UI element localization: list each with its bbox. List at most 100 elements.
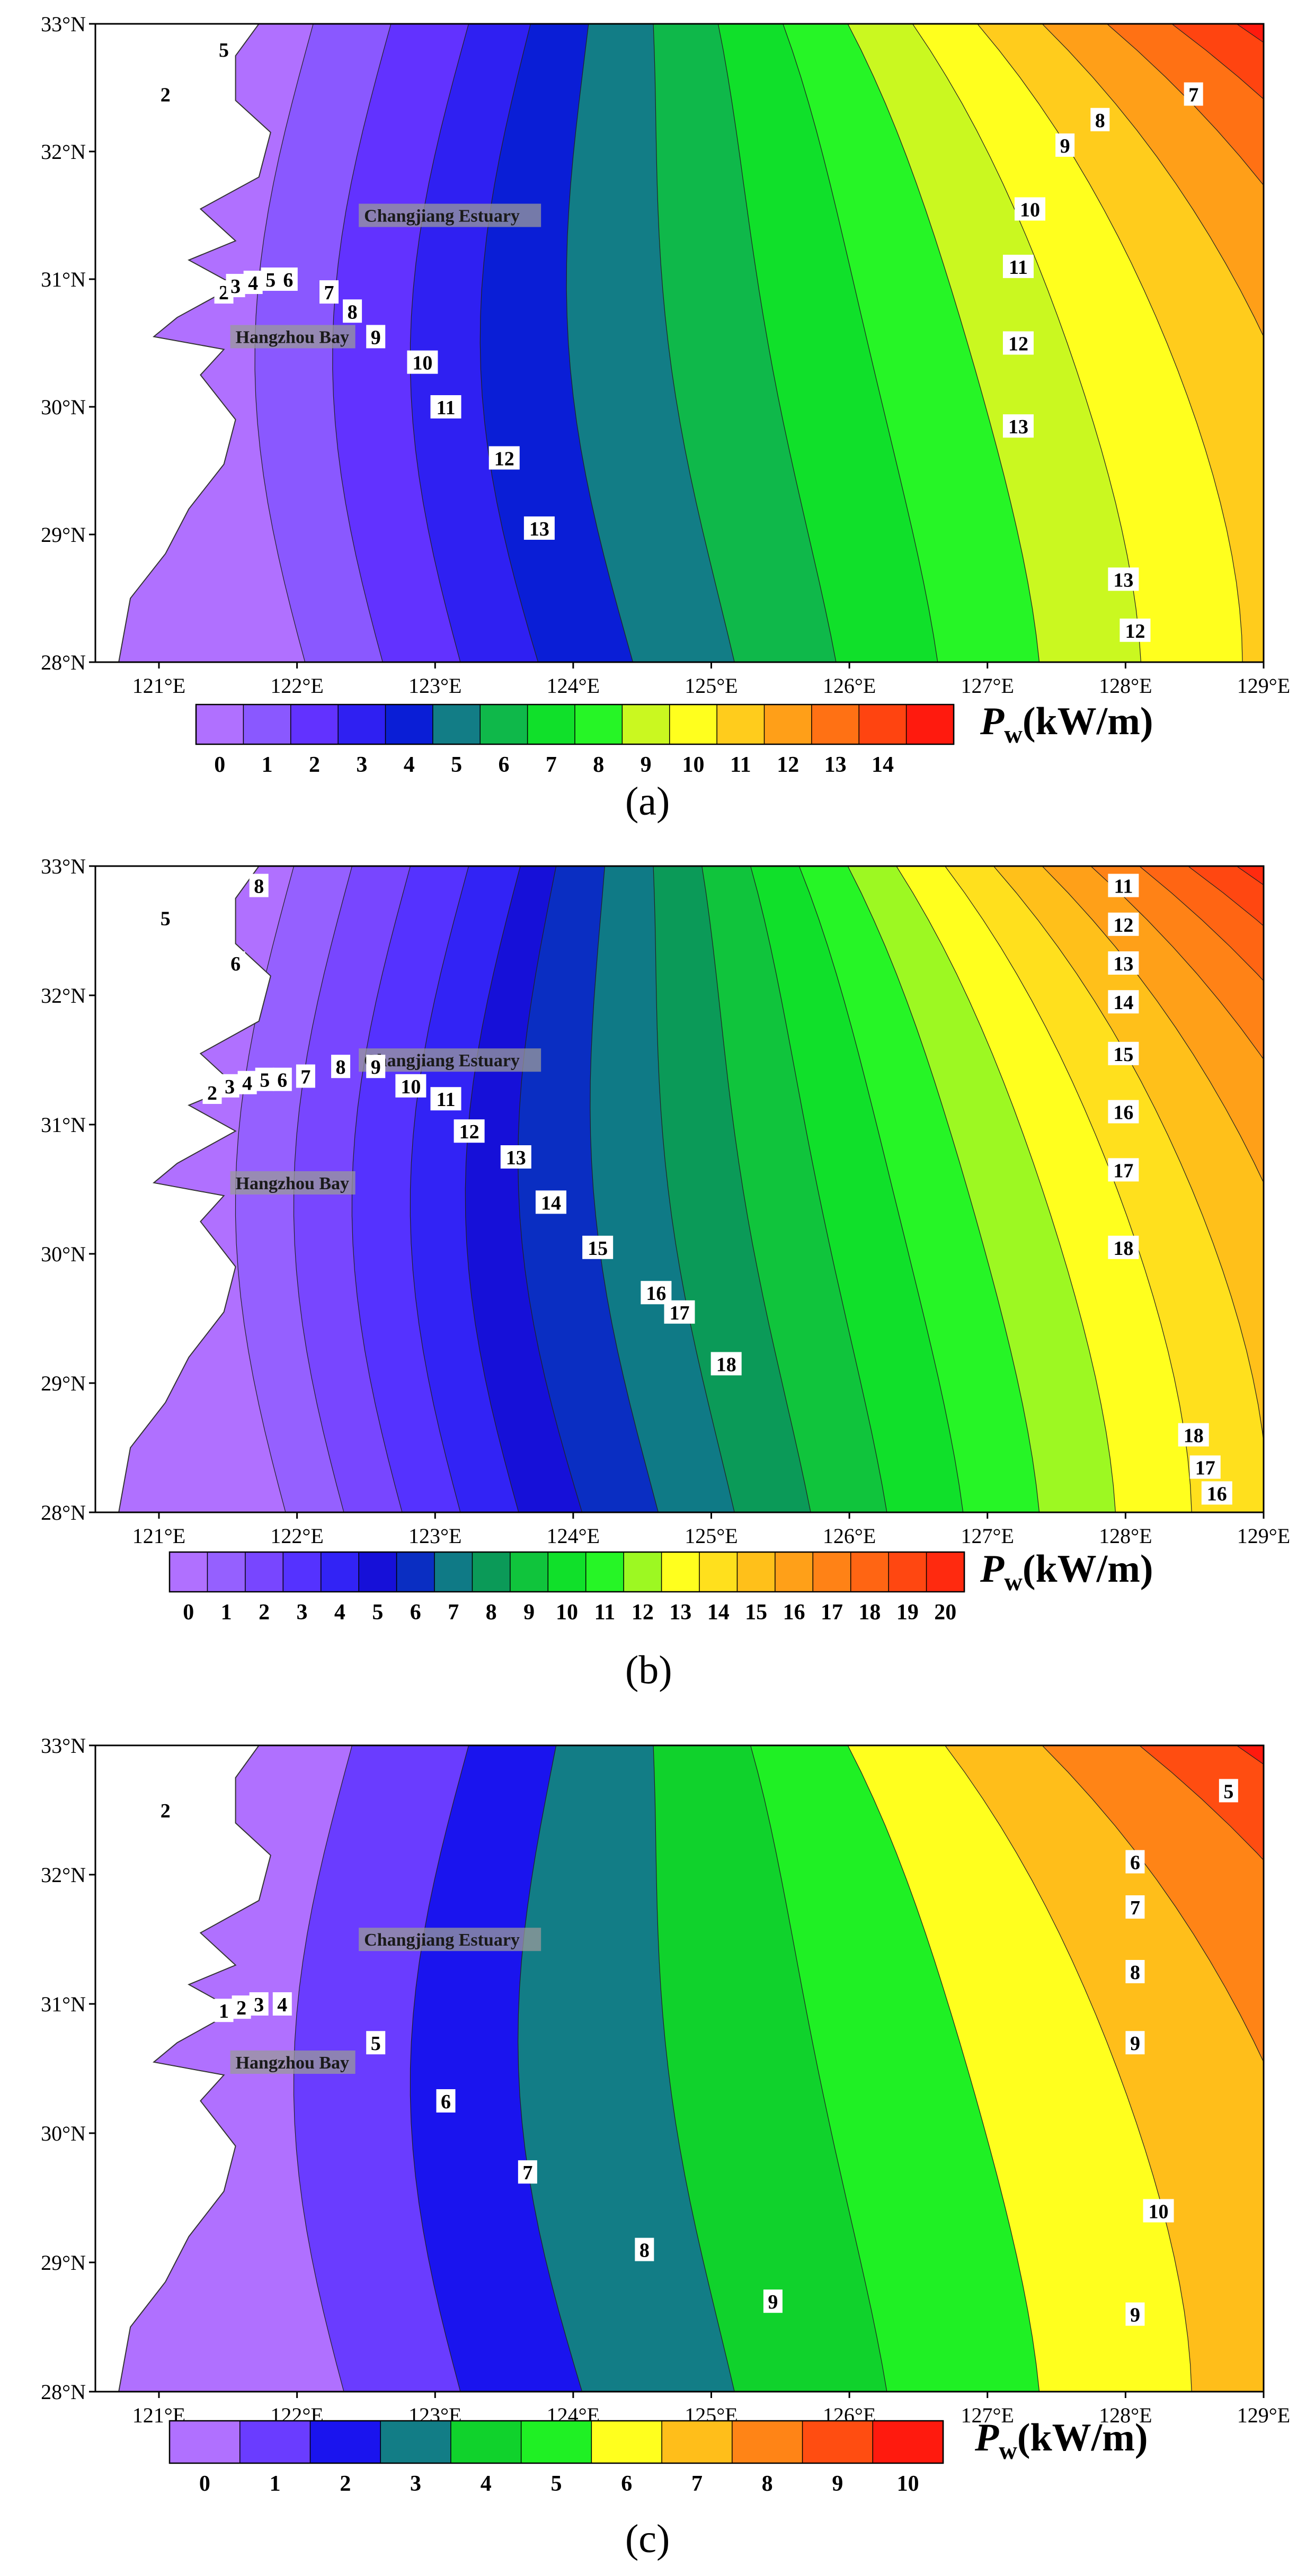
colorbar-tick-label: 3 (410, 2472, 421, 2496)
colorbar-swatch (623, 1552, 662, 1592)
lon-tick-label: 127°E (961, 2403, 1014, 2427)
contour-label: 13 (1008, 416, 1028, 438)
contour-label: 14 (1113, 992, 1133, 1014)
contour-label: 13 (1113, 569, 1133, 591)
contour-label: 6 (441, 2091, 451, 2113)
colorbar-swatch (479, 704, 528, 745)
contour-label-bg (1108, 1100, 1139, 1124)
lon-tick-label: 126°E (823, 674, 876, 698)
colorbar-swatch (888, 1552, 927, 1592)
colorbar-swatch (716, 704, 765, 745)
lat-tick-label: 28°N (41, 2380, 86, 2404)
contour-label: 3 (254, 1994, 264, 2016)
colorbar-tick-label: 15 (745, 1600, 767, 1625)
colorbar-swatch (207, 1552, 246, 1592)
contour-label-bg (1125, 1960, 1145, 1983)
contour-field-a (95, 24, 1264, 662)
colorbar-swatch (850, 1552, 890, 1592)
contour-label: 9 (768, 2291, 778, 2313)
contour-label-bg (1002, 254, 1034, 278)
colorbar-swatch (661, 1552, 700, 1592)
contour-label: 7 (1188, 84, 1198, 106)
contour-label-bg (1125, 1850, 1145, 1874)
place-label: Changjiang Estuary (364, 207, 520, 226)
place-label: Changjiang Estuary (364, 1051, 520, 1071)
colorbar-tick-label: 17 (821, 1600, 843, 1625)
land-mass (95, 24, 271, 662)
contour-label: 9 (1060, 135, 1070, 157)
colorbar-tick-label: 5 (372, 1600, 383, 1625)
colorbar-tick-label: 7 (691, 2472, 703, 2496)
contour-label-bg (523, 516, 555, 540)
contour-label-bg (331, 1055, 351, 1078)
colorbar-swatch (802, 2420, 874, 2464)
contour-label: 3 (230, 275, 241, 298)
contour-label: 2 (161, 84, 171, 106)
contour-label-bg (1201, 1481, 1232, 1505)
contour-label: 12 (459, 1121, 479, 1143)
lon-tick-label: 124°E (547, 674, 600, 698)
contour-label-bg (1108, 1158, 1139, 1182)
panel-b: 33°N 32°N 31°N 30°N 29°N 28°N 121°E 122°E 123°E 1… (0, 842, 1315, 1700)
lon-tick-label: 122°E (270, 1524, 323, 1548)
contour-label: 11 (437, 397, 456, 419)
lat-tick-label: 32°N (41, 1863, 86, 1887)
place-label-bg (359, 1928, 541, 1951)
colorbar-tick-label: 2 (259, 1600, 270, 1625)
contour-label: 11 (1009, 256, 1028, 279)
contour-label: 10 (401, 1076, 421, 1098)
contour-label-bg (237, 1071, 257, 1094)
lat-tick-label: 32°N (41, 140, 86, 164)
contour-label-bg (407, 350, 438, 374)
contour-label-bg (535, 1190, 566, 1214)
contour-label: 2 (236, 1997, 246, 2019)
colorbar-tick-label: 0 (183, 1600, 194, 1625)
colorbar-tick-label: 1 (262, 753, 273, 777)
contour-label-bg (261, 268, 280, 291)
contour-label-bg (664, 1300, 695, 1324)
contour-label: 15 (588, 1237, 608, 1260)
contour-label: 2 (161, 1800, 171, 1822)
contour-label: 5 (260, 1069, 270, 1092)
colorbar-swatch (396, 1552, 436, 1592)
contour-label: 12 (494, 448, 514, 470)
contour-label: 7 (522, 2162, 532, 2184)
contour-label: 2 (207, 1082, 217, 1104)
colorbar-tick-label: 9 (832, 2472, 843, 2496)
colorbar-title-a: Pw(kW/m) (980, 700, 1153, 748)
contour-label: 18 (716, 1353, 736, 1376)
contour-label: 17 (1113, 1160, 1133, 1182)
lat-tick-label: 29°N (41, 2251, 86, 2275)
contour-label-bg (1002, 414, 1034, 438)
colorbar-swatch (243, 704, 291, 745)
lon-tick-label: 129°E (1237, 674, 1290, 698)
contour-label-bg (1178, 1423, 1209, 1447)
contour-label: 6 (277, 1069, 287, 1092)
colorbar-tick-label: 6 (498, 753, 509, 777)
lon-tick-label: 124°E (547, 1524, 600, 1548)
colorbar-tick-label: 20 (934, 1600, 956, 1625)
contour-label-bg (366, 325, 386, 349)
contour-label-bg (220, 1074, 239, 1098)
lat-tick-label: 31°N (41, 1113, 86, 1137)
contour-label-bg (202, 1081, 222, 1104)
contour-label-bg (278, 268, 298, 291)
panel-c: 33°N 32°N 31°N 30°N 29°N 28°N 121°E 122°E 123°E 1… (0, 1722, 1315, 2576)
contour-label-bg (272, 1992, 292, 2016)
colorbar-tick-label: 8 (486, 1600, 497, 1625)
colorbar-swatch (434, 1552, 473, 1592)
colorbar-swatch (858, 704, 907, 745)
colorbar-swatch (196, 704, 244, 745)
colorbar-swatch (337, 704, 386, 745)
colorbar-tick-label: 2 (340, 2472, 351, 2496)
colorbar-tick-label: 19 (896, 1600, 919, 1625)
contour-label-bg (1002, 331, 1034, 355)
lon-tick-label: 128°E (1099, 674, 1152, 698)
colorbar-swatch (699, 1552, 738, 1592)
colorbar-tick-label: 13 (669, 1600, 691, 1625)
contour-label: 12 (1008, 333, 1028, 355)
contour-label-bg (343, 299, 362, 323)
contour-label-bg (454, 1119, 485, 1143)
place-label-bg (230, 325, 356, 349)
lat-tick-label: 32°N (41, 984, 86, 1008)
